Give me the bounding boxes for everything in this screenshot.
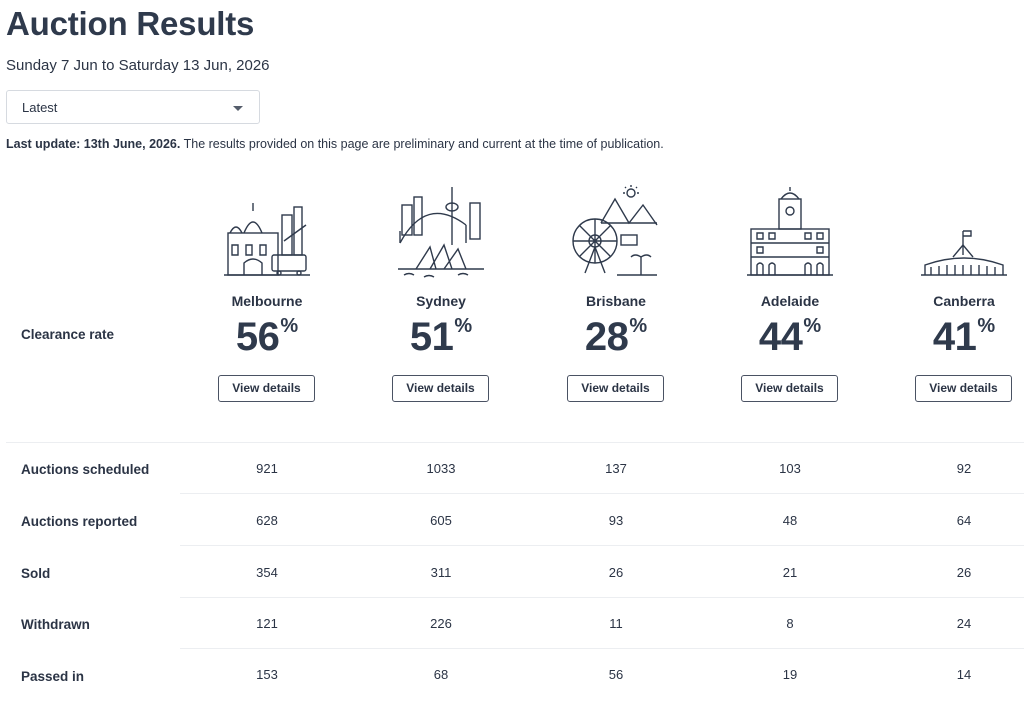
period-dropdown[interactable]: Latest: [6, 90, 260, 124]
clearance-rate-value: 28%: [584, 315, 648, 359]
last-update-label: Last update: 13th June, 2026.: [6, 137, 181, 151]
city-column-adelaide: Adelaide 44% View details: [710, 185, 870, 410]
table-divider: [180, 648, 1024, 649]
table-cell: 1033: [426, 461, 456, 476]
table-divider: [180, 545, 1024, 546]
update-disclaimer: The results provided on this page are pr…: [180, 137, 664, 151]
row-label-withdrawn: Withdrawn: [21, 617, 90, 632]
table-cell: 11: [609, 616, 623, 631]
clearance-rate-value: 51%: [409, 315, 473, 359]
view-details-button[interactable]: View details: [218, 375, 315, 402]
brisbane-skyline-icon: [572, 185, 658, 276]
melbourne-skyline-icon: [224, 203, 310, 276]
table-cell: 93: [608, 513, 624, 528]
row-label-passed-in: Passed in: [21, 669, 85, 684]
row-label-auctions-reported: Auctions reported: [21, 514, 138, 529]
table-cell: 56: [608, 667, 624, 682]
clearance-rate-label: Clearance rate: [21, 327, 115, 342]
table-cell: 226: [430, 616, 452, 631]
table-cell: 605: [430, 513, 452, 528]
table-cell: 103: [779, 461, 801, 476]
table-cell: 153: [256, 667, 278, 682]
clearance-rate-value: 41%: [932, 315, 996, 359]
table-cell: 92: [956, 461, 972, 476]
sydney-skyline-icon: [398, 187, 484, 278]
table-divider: [180, 597, 1024, 598]
canberra-skyline-icon: [921, 230, 1007, 276]
date-range: Sunday 7 Jun to Saturday 13 Jun, 2026: [6, 57, 270, 74]
city-name: Sydney: [416, 293, 466, 309]
table-cell: 14: [956, 667, 972, 682]
table-cell: 26: [608, 565, 624, 580]
city-column-sydney: Sydney 51% View details: [361, 185, 521, 410]
table-cell: 19: [782, 667, 798, 682]
table-cell: 121: [256, 616, 278, 631]
adelaide-skyline-icon: [747, 187, 833, 276]
table-cell: 628: [256, 513, 278, 528]
update-note: Last update: 13th June, 2026. The result…: [6, 137, 664, 151]
table-cell: 354: [256, 565, 278, 580]
city-column-melbourne: Melbourne 56% View details: [187, 185, 347, 410]
table-cell: 8: [786, 616, 794, 631]
table-divider: [6, 442, 1024, 443]
table-cell: 21: [782, 565, 798, 580]
city-name: Adelaide: [760, 293, 820, 309]
table-cell: 921: [256, 461, 278, 476]
city-name: Brisbane: [586, 293, 646, 309]
table-cell: 68: [433, 667, 449, 682]
city-column-brisbane: Brisbane 28% View details: [536, 185, 696, 410]
city-name: Canberra: [933, 293, 995, 309]
city-name: Melbourne: [231, 293, 303, 309]
table-cell: 24: [956, 616, 972, 631]
view-details-button[interactable]: View details: [915, 375, 1012, 402]
view-details-button[interactable]: View details: [567, 375, 664, 402]
table-cell: 26: [956, 565, 972, 580]
row-label-sold: Sold: [21, 566, 51, 581]
table-divider: [180, 493, 1024, 494]
view-details-button[interactable]: View details: [392, 375, 489, 402]
table-cell: 137: [605, 461, 627, 476]
page-title: Auction Results: [6, 5, 255, 42]
clearance-rate-value: 56%: [235, 315, 299, 359]
table-cell: 64: [956, 513, 972, 528]
city-column-canberra: Canberra 41% View details: [884, 185, 1024, 410]
period-dropdown-value: Latest: [22, 100, 58, 115]
clearance-rate-value: 44%: [758, 315, 822, 359]
table-cell: 311: [430, 565, 452, 580]
caret-down-icon: [233, 106, 243, 111]
view-details-button[interactable]: View details: [741, 375, 838, 402]
row-label-auctions-scheduled: Auctions scheduled: [21, 462, 150, 477]
table-cell: 48: [782, 513, 798, 528]
